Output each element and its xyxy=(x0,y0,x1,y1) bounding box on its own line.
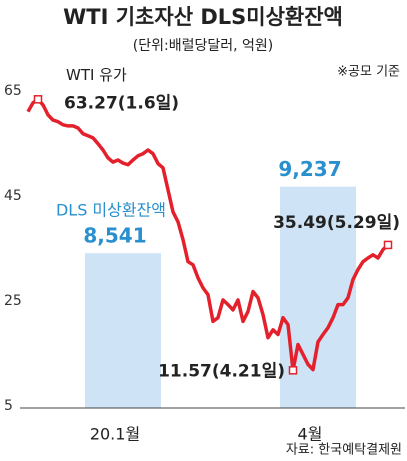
x-tick-label: 20.1월 xyxy=(90,425,140,444)
x-tick-label: 4월 xyxy=(298,425,323,444)
y-tick-label: 5 xyxy=(4,398,13,414)
data-label: 11.57(4.21일) xyxy=(158,361,285,381)
data-label: 63.27(1.6일) xyxy=(64,93,179,113)
line-layer xyxy=(26,97,390,373)
y-tick-label: 25 xyxy=(4,293,22,309)
data-label: 35.49(5.29일) xyxy=(273,213,400,233)
line xyxy=(26,97,390,373)
note: ※공모 기준 xyxy=(337,65,400,80)
y-tick-label: 45 xyxy=(4,188,22,204)
legend-label: WTI 유가 xyxy=(66,66,127,84)
legend-label: DLS 미상환잔액 xyxy=(56,201,166,220)
source: 자료: 한국예탁결제원 xyxy=(286,443,402,458)
bar xyxy=(85,253,161,408)
y-tick-label: 65 xyxy=(4,83,22,99)
chart-title: WTI 기초자산 DLS미상환잔액 xyxy=(63,5,343,29)
point-marker xyxy=(288,366,298,375)
point-marker xyxy=(383,240,393,250)
bar-value-label: 8,541 xyxy=(83,224,146,248)
bar-value-label: 9,237 xyxy=(278,157,341,181)
point-marker xyxy=(33,95,43,104)
chart-subtitle: (단위:배럴당달러, 억원) xyxy=(133,38,273,54)
